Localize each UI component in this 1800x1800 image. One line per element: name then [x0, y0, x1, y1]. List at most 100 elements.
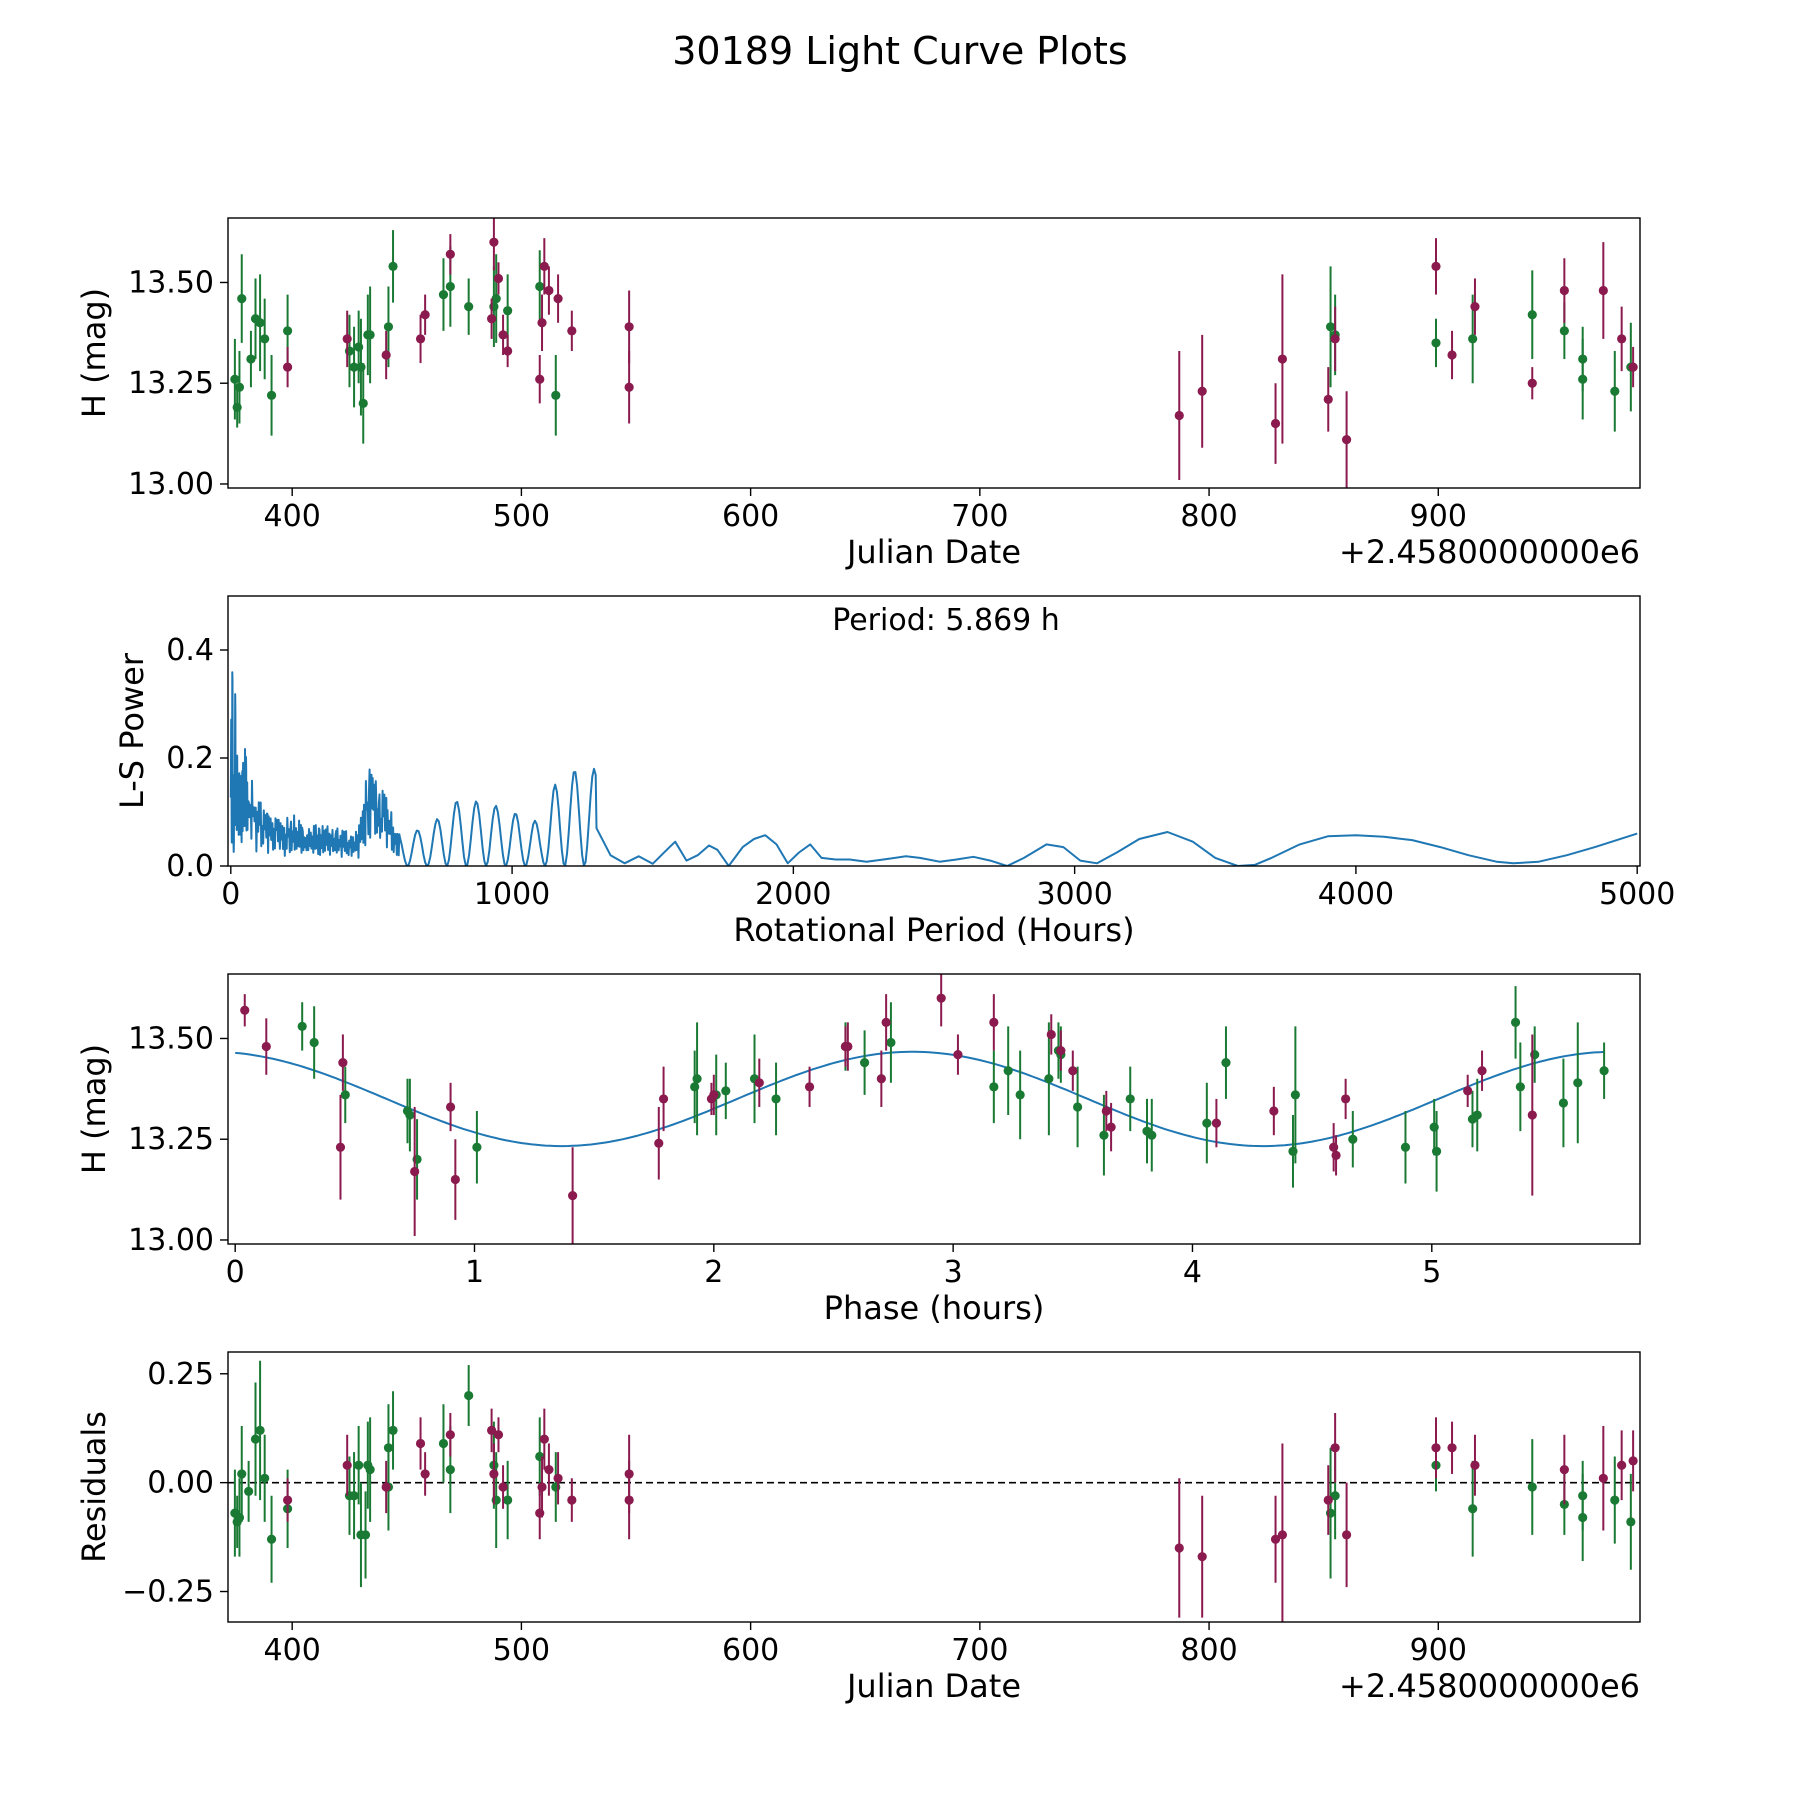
data-point — [420, 1469, 430, 1479]
data-point — [489, 237, 499, 247]
data-point — [568, 1191, 578, 1201]
x-tick-label: 600 — [722, 1633, 779, 1668]
data-point — [1211, 1118, 1221, 1128]
data-point — [234, 382, 245, 392]
x-tick-label: 4 — [1183, 1255, 1202, 1290]
data-point — [535, 374, 545, 384]
data-point — [338, 1058, 348, 1068]
data-point — [1330, 1443, 1340, 1453]
data-point — [349, 362, 359, 372]
data-point — [464, 1390, 474, 1401]
data-point — [1197, 1552, 1207, 1562]
data-point — [282, 326, 293, 336]
data-point — [381, 350, 391, 360]
data-point — [654, 1138, 664, 1148]
data-point — [1277, 354, 1288, 364]
data-point — [1348, 1134, 1358, 1144]
data-point — [450, 1174, 460, 1185]
data-point — [1331, 1150, 1341, 1160]
data-point — [365, 330, 375, 340]
data-point — [1330, 1491, 1340, 1501]
y-tick-label: −0.25 — [122, 1575, 214, 1610]
data-point — [544, 285, 554, 296]
data-point — [230, 374, 240, 384]
panel-folded: 0 1 2 3 4 5 13.00 13.25 13.50 Phase (hours) H (mag… — [75, 973, 1641, 1327]
y-tick-label: 13.50 — [128, 1021, 214, 1056]
data-point — [498, 330, 508, 340]
y-tick-label: 0.00 — [147, 1466, 214, 1501]
y-tick-label: 0.0 — [166, 849, 214, 884]
data-point — [989, 1082, 999, 1092]
data-point — [498, 1482, 508, 1492]
data-point — [1598, 285, 1608, 296]
data-point — [1610, 386, 1620, 396]
data-point — [1573, 1078, 1583, 1088]
data-point — [537, 1482, 547, 1492]
data-point — [1072, 1102, 1083, 1112]
data-point — [771, 1094, 781, 1104]
data-point — [445, 1102, 456, 1112]
data-point — [358, 398, 368, 408]
data-point — [1174, 410, 1184, 421]
data-point — [360, 1530, 371, 1540]
x-tick-label: 4000 — [1318, 877, 1394, 912]
data-point — [544, 1464, 554, 1475]
data-point — [445, 1430, 455, 1440]
y-tick-label: 13.50 — [128, 265, 214, 300]
data-point — [438, 289, 449, 300]
data-point — [445, 281, 455, 292]
data-point — [624, 1495, 634, 1505]
data-point — [255, 1425, 265, 1435]
x-tick-label: 700 — [951, 1633, 1008, 1668]
x-tick-label: 700 — [951, 499, 1008, 534]
y-tick-label: 0.2 — [166, 741, 214, 776]
x-tick-label: 400 — [264, 499, 321, 534]
data-point — [1221, 1058, 1231, 1068]
x-axis-label: Julian Date — [845, 1667, 1021, 1705]
data-point — [1610, 1495, 1620, 1505]
y-tick-label: 13.25 — [128, 1122, 214, 1157]
data-point — [383, 322, 394, 332]
data-point — [553, 293, 563, 304]
x-tick-label: 600 — [722, 499, 779, 534]
x-axis-label: Phase (hours) — [824, 1289, 1045, 1327]
periodogram-frame — [227, 595, 1641, 867]
data-point — [255, 318, 265, 328]
data-point — [1527, 378, 1537, 388]
data-point — [1323, 394, 1333, 404]
data-point — [1470, 302, 1480, 312]
data-point — [340, 1090, 350, 1100]
data-point — [309, 1037, 319, 1048]
data-point — [445, 249, 455, 259]
data-point — [989, 1017, 999, 1027]
lightcurve-frame — [227, 217, 1641, 489]
data-point — [491, 293, 501, 304]
data-point — [1003, 1066, 1013, 1076]
model-curve — [235, 1050, 1605, 1148]
x-tick-label: 2000 — [755, 877, 831, 912]
data-point — [1447, 1443, 1457, 1453]
data-point — [415, 1438, 426, 1449]
data-point — [1626, 1517, 1636, 1527]
periodogram-plot-area — [229, 671, 1638, 866]
x-tick-label: 1000 — [474, 877, 550, 912]
data-point — [721, 1086, 731, 1096]
lightcurve-plot-area — [230, 218, 1638, 488]
data-point — [335, 1142, 346, 1152]
data-point — [754, 1078, 764, 1088]
data-point — [445, 1464, 455, 1475]
y-axis-label: H (mag) — [75, 288, 113, 418]
data-point — [539, 1434, 549, 1444]
data-point — [1470, 1460, 1480, 1470]
data-point — [1431, 1443, 1441, 1453]
data-point — [1468, 334, 1478, 344]
data-point — [551, 390, 561, 400]
data-point — [244, 1486, 254, 1496]
data-point — [438, 1438, 449, 1449]
data-point — [261, 1041, 271, 1052]
figure-title: 30189 Light Curve Plots — [672, 29, 1127, 73]
data-point — [886, 1037, 896, 1048]
data-point — [354, 1460, 364, 1470]
data-point — [1068, 1066, 1078, 1076]
data-point — [1468, 1504, 1478, 1514]
